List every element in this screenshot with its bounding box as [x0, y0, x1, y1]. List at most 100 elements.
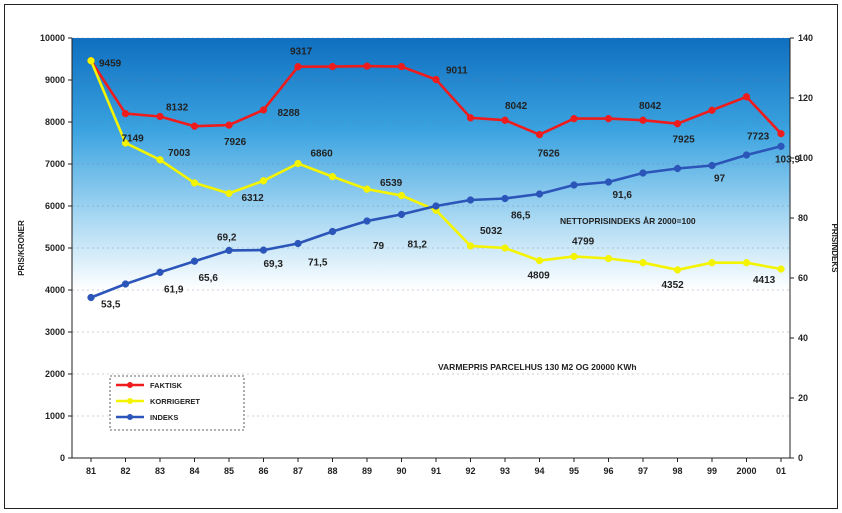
data-label-korrigeret-1: 6312	[242, 193, 265, 204]
point-indeks-4	[225, 246, 233, 255]
y-axis-label-left: PRIS/KRONER	[17, 220, 26, 276]
data-label-indeks-0: 53,5	[101, 300, 121, 311]
point-faktisk-16	[639, 116, 647, 124]
point-indeks-5	[259, 246, 268, 254]
point-indeks-19	[742, 151, 751, 159]
data-label-korrigeret-7: 4352	[662, 280, 685, 291]
point-korrigeret-0	[87, 57, 95, 65]
data-label-korrigeret-8: 4413	[753, 275, 776, 286]
ytick-label-left-3: 3000	[45, 327, 65, 337]
ytick-label-right-2: 40	[798, 333, 808, 343]
point-indeks-20	[777, 142, 785, 150]
point-indeks-11	[466, 196, 475, 204]
xtick-label-12: 93	[500, 466, 510, 476]
data-label-faktisk-7: 8042	[505, 101, 528, 112]
data-label-korrigeret-6: 4799	[572, 236, 595, 247]
legend-item-korrigeret: KORRIGERET	[116, 397, 200, 406]
point-indeks-14	[570, 181, 578, 189]
point-faktisk-5	[259, 106, 268, 114]
xtick-label-14: 95	[569, 466, 579, 476]
tick-labels: 0100020003000400050006000700080009000100…	[40, 33, 813, 476]
data-label-faktisk-4: 8288	[278, 108, 301, 119]
point-faktisk-19	[742, 93, 751, 101]
ytick-label-left-1: 1000	[45, 411, 65, 421]
data-label-indeks-1: 61,9	[164, 284, 184, 295]
point-faktisk-10	[432, 75, 440, 84]
data-label-indeks-5: 71,5	[308, 258, 328, 269]
ytick-label-left-5: 5000	[45, 243, 65, 253]
point-indeks-10	[432, 202, 440, 210]
xtick-label-0: 81	[86, 466, 96, 476]
point-korrigeret-6	[294, 159, 302, 168]
xtick-label-2: 83	[155, 466, 165, 476]
data-label-korrigeret-0: 7003	[168, 148, 191, 159]
point-faktisk-20	[777, 129, 785, 138]
point-indeks-1	[121, 280, 130, 288]
point-korrigeret-20	[777, 265, 785, 273]
data-label-faktisk-6: 9011	[446, 66, 468, 77]
point-indeks-13	[535, 190, 544, 198]
xtick-label-18: 99	[707, 466, 717, 476]
ytick-label-left-4: 4000	[45, 285, 65, 295]
data-label-korrigeret-2: 6860	[311, 149, 334, 160]
data-label-faktisk-9: 8042	[639, 101, 662, 112]
point-korrigeret-4	[225, 189, 233, 198]
legend-label-faktisk: FAKTISK	[150, 381, 183, 390]
ytick-label-right-1: 20	[798, 393, 808, 403]
data-label-faktisk-8: 7626	[538, 149, 561, 160]
point-faktisk-4	[225, 121, 233, 129]
point-indeks-18	[708, 161, 716, 170]
annotation-heatprice: VARMEPRIS PARCELHUS 130 M2 OG 20000 KWh	[438, 362, 637, 372]
point-korrigeret-19	[742, 259, 751, 267]
point-korrigeret-14	[570, 252, 578, 261]
point-korrigeret-2	[156, 156, 164, 164]
point-faktisk-14	[570, 114, 578, 123]
point-korrigeret-1	[121, 139, 130, 147]
point-faktisk-11	[466, 114, 475, 122]
point-faktisk-13	[535, 130, 544, 139]
point-korrigeret-18	[708, 259, 716, 267]
point-korrigeret-11	[466, 242, 475, 250]
point-korrigeret-15	[604, 254, 613, 263]
legend-item-faktisk: FAKTISK	[116, 381, 183, 390]
xtick-label-19: 2000	[736, 466, 756, 476]
point-faktisk-3	[190, 122, 199, 130]
data-labels: 9459 7149 8132 7926 8288 9317 9011 8042 7626 8042…	[99, 47, 800, 311]
xtick-label-6: 87	[293, 466, 303, 476]
y-axis-label-right: PRISINDEKS	[830, 224, 839, 274]
point-indeks-2	[156, 268, 164, 276]
point-indeks-15	[604, 178, 613, 186]
legend-label-korrigeret: KORRIGERET	[150, 397, 200, 406]
data-label-indeks-6: 79	[373, 241, 385, 252]
data-label-faktisk-11: 7723	[747, 132, 770, 143]
point-indeks-0	[87, 293, 95, 302]
legend-item-indeks: INDEKS	[116, 413, 178, 422]
xtick-label-5: 86	[258, 466, 268, 476]
ytick-label-right-6: 120	[798, 93, 813, 103]
data-label-indeks-8: 86,5	[511, 211, 531, 222]
point-indeks-8	[363, 217, 371, 225]
point-faktisk-2	[156, 112, 164, 121]
xtick-label-3: 84	[189, 466, 199, 476]
ytick-label-left-10: 10000	[40, 33, 65, 43]
data-label-korrigeret-3: 6539	[380, 178, 403, 189]
xtick-label-9: 90	[396, 466, 406, 476]
ytick-label-left-2: 2000	[45, 369, 65, 379]
data-label-indeks-11: 103,9	[775, 154, 800, 165]
ytick-label-right-3: 60	[798, 273, 808, 283]
xtick-label-11: 92	[465, 466, 475, 476]
point-faktisk-17	[673, 120, 682, 128]
data-label-faktisk-1: 7149	[122, 134, 145, 145]
ytick-label-left-0: 0	[60, 453, 65, 463]
point-indeks-7	[328, 227, 337, 236]
ytick-label-right-5: 100	[798, 153, 813, 163]
ytick-label-left-7: 7000	[45, 159, 65, 169]
series-points	[87, 57, 785, 302]
ytick-label-right-4: 80	[798, 213, 808, 223]
data-label-faktisk-0: 9459	[99, 59, 122, 70]
data-label-faktisk-5: 9317	[290, 47, 313, 58]
data-label-indeks-10: 97	[714, 174, 726, 185]
xtick-label-10: 91	[431, 466, 441, 476]
data-label-indeks-3: 69,2	[217, 232, 237, 243]
